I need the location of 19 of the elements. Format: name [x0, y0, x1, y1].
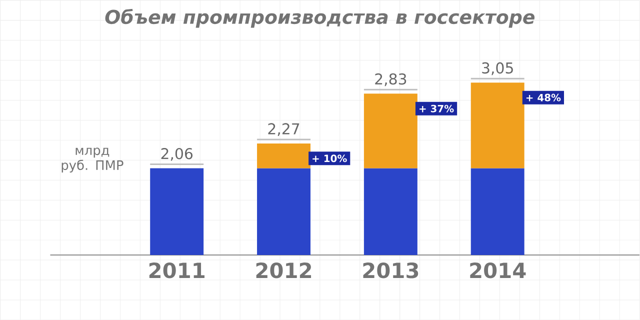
bar: [257, 168, 310, 255]
annotation: 3,05: [482, 62, 513, 76]
x-tick-label: 2014: [470, 262, 526, 278]
x-tick-label: 2013: [363, 262, 418, 278]
annotation: + 10%: [312, 154, 347, 162]
annotation: 2,83: [375, 73, 406, 86]
x-tick-label: 2012: [256, 262, 312, 278]
annotation: 2,27: [268, 123, 300, 136]
bar: [470, 168, 524, 255]
x-tick-label: 2011: [149, 262, 204, 278]
annotation: + 37%: [420, 104, 454, 112]
bar: [470, 82, 524, 168]
y-axis-title: млрд руб. ПМР: [62, 148, 124, 172]
annotation: 2,06: [161, 148, 193, 161]
chart-title: Объем промпроизводства в госсекторе: [105, 8, 535, 28]
bar: [150, 168, 204, 255]
bar: [364, 168, 418, 255]
bar: [364, 94, 418, 168]
annotation: + 48%: [526, 94, 561, 102]
